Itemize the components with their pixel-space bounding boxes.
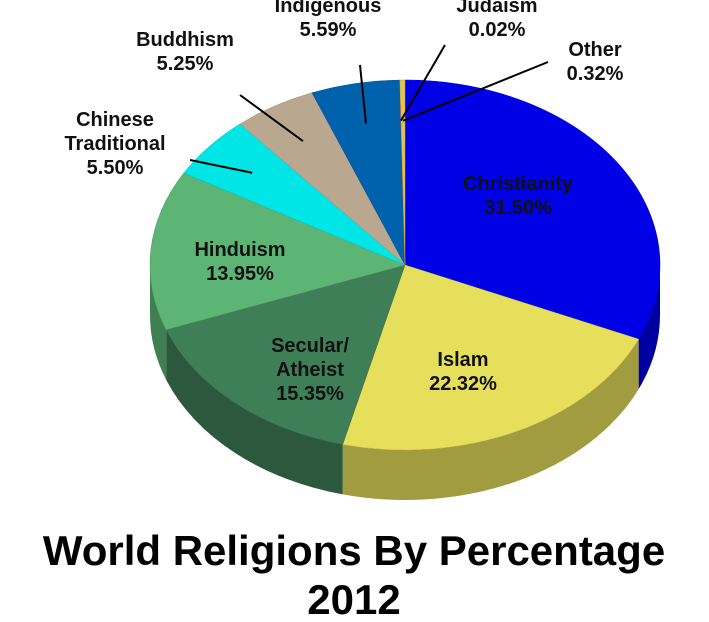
label-line: Atheist bbox=[276, 359, 344, 381]
value-label: 5.50% bbox=[87, 157, 144, 179]
label-line: Chinese bbox=[76, 109, 154, 131]
value-label: 5.59% bbox=[300, 19, 357, 41]
leader-line bbox=[400, 44, 446, 122]
label-line: Secular/ bbox=[271, 335, 349, 357]
value-label: 0.32% bbox=[567, 63, 624, 85]
title-line: World Religions By Percentage bbox=[43, 527, 665, 574]
slice-label: Christianity bbox=[463, 173, 574, 195]
slice-side bbox=[342, 339, 639, 500]
slice-label: Indigenous bbox=[275, 0, 382, 17]
leader-line bbox=[239, 94, 304, 142]
slice bbox=[149, 172, 406, 331]
label-line: Hinduism bbox=[194, 239, 285, 261]
value-label: 13.95% bbox=[206, 263, 274, 285]
value-label: 0.02% bbox=[469, 19, 526, 41]
value-label: 5.25% bbox=[157, 53, 214, 75]
label-line: Indigenous bbox=[275, 0, 382, 17]
slice-label: Secular/Atheist bbox=[271, 335, 349, 381]
slice-label: Buddhism bbox=[136, 29, 234, 51]
slice bbox=[399, 79, 406, 266]
slice-side bbox=[166, 329, 343, 495]
title-line: 2012 bbox=[307, 576, 400, 622]
pie-sides bbox=[150, 265, 660, 500]
slice bbox=[404, 79, 661, 340]
slice-label: Judaism bbox=[456, 0, 537, 17]
leader-line bbox=[189, 159, 253, 174]
slice-label: Chinese Traditional bbox=[64, 109, 165, 155]
label-line: Islam bbox=[437, 349, 488, 371]
slice-label: Islam bbox=[437, 349, 488, 371]
leader-line bbox=[402, 61, 549, 122]
label-line: Traditional bbox=[64, 133, 165, 155]
slice-side bbox=[150, 265, 167, 380]
leader-line bbox=[359, 64, 367, 124]
slice-side bbox=[638, 265, 660, 390]
label-line: Christianity bbox=[463, 173, 574, 195]
label-line: Buddhism bbox=[136, 29, 234, 51]
slice bbox=[342, 264, 640, 451]
value-label: 22.32% bbox=[429, 373, 497, 395]
value-label: 15.35% bbox=[276, 383, 344, 405]
label-line: Other bbox=[568, 39, 622, 61]
slice-label: Hinduism bbox=[194, 239, 285, 261]
pie-top bbox=[149, 79, 661, 451]
slice bbox=[165, 264, 406, 445]
value-label: 31.50% bbox=[484, 197, 552, 219]
chart-title: World Religions By Percentage 2012 bbox=[43, 527, 665, 622]
slice-label: Other bbox=[568, 39, 622, 61]
label-line: Judaism bbox=[456, 0, 537, 17]
